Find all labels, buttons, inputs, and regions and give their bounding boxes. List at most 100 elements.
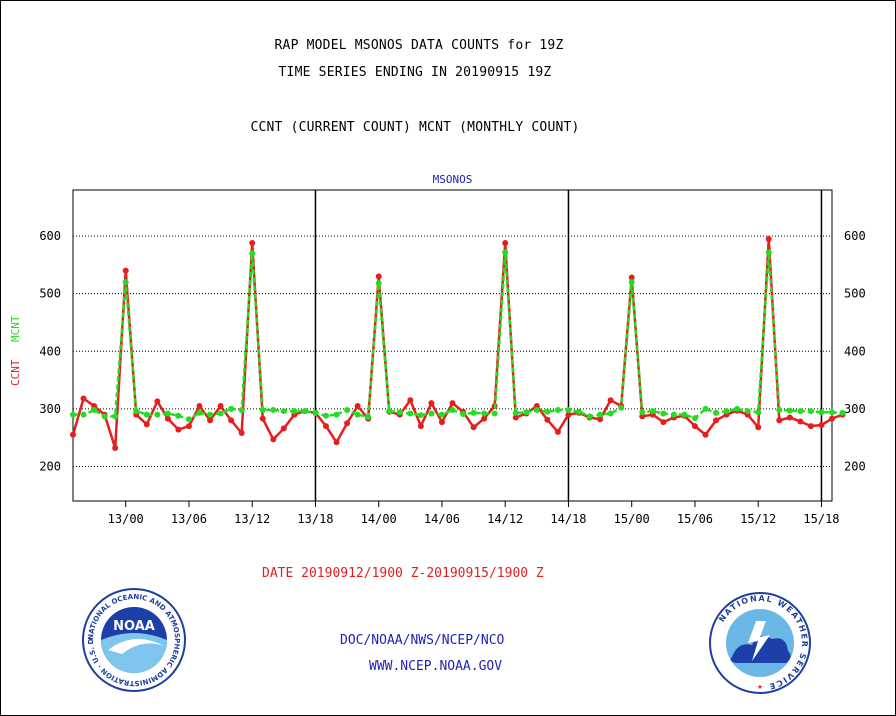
data-point-ccnt-69 bbox=[797, 418, 804, 425]
data-point-mcnt-41 bbox=[502, 249, 509, 256]
data-point-ccnt-5 bbox=[122, 267, 129, 274]
data-point-ccnt-66 bbox=[765, 235, 772, 242]
plot-area bbox=[72, 189, 833, 502]
data-point-mcnt-50 bbox=[597, 411, 604, 418]
data-point-mcnt-65 bbox=[755, 409, 762, 416]
data-point-mcnt-21 bbox=[291, 408, 298, 415]
data-point-mcnt-24 bbox=[323, 412, 329, 419]
data-point-mcnt-36 bbox=[449, 407, 456, 414]
noaa-logo-text: NOAA bbox=[113, 619, 155, 634]
data-point-mcnt-3 bbox=[101, 413, 108, 420]
data-point-mcnt-2 bbox=[91, 407, 98, 414]
y-tick-right-400: 400 bbox=[844, 344, 866, 358]
data-point-mcnt-18 bbox=[259, 407, 266, 414]
x-tick-label-8: 15/00 bbox=[614, 512, 650, 526]
data-point-ccnt-20 bbox=[280, 425, 287, 432]
data-point-mcnt-33 bbox=[417, 412, 424, 419]
data-point-ccnt-14 bbox=[217, 402, 224, 409]
footer-org: DOC/NOAA/NWS/NCEP/NCO bbox=[340, 633, 505, 648]
data-point-mcnt-51 bbox=[607, 410, 614, 417]
data-point-mcnt-17 bbox=[249, 250, 256, 257]
y-tick-right-200: 200 bbox=[844, 459, 866, 473]
data-point-ccnt-0 bbox=[70, 431, 76, 438]
data-point-mcnt-62 bbox=[723, 408, 730, 415]
data-point-ccnt-35 bbox=[438, 419, 445, 426]
data-point-mcnt-14 bbox=[217, 410, 224, 417]
y-tick-right-300: 300 bbox=[844, 402, 866, 416]
y-axis-label-ccnt: CCNT bbox=[9, 359, 22, 386]
y-tick-left-500: 500 bbox=[39, 287, 61, 301]
data-point-ccnt-33 bbox=[417, 423, 424, 430]
data-point-mcnt-16 bbox=[238, 407, 245, 414]
data-point-mcnt-37 bbox=[460, 411, 467, 418]
footer-url[interactable]: WWW.NCEP.NOAA.GOV bbox=[369, 659, 503, 674]
data-point-ccnt-56 bbox=[660, 419, 667, 426]
data-point-ccnt-71 bbox=[818, 421, 825, 428]
data-point-ccnt-41 bbox=[502, 239, 509, 246]
data-point-ccnt-51 bbox=[607, 397, 614, 404]
y-tick-left-300: 300 bbox=[39, 402, 61, 416]
date-range-label: DATE 20190912/1900 Z-20190915/1900 Z bbox=[262, 566, 544, 581]
x-tick-label-9: 15/06 bbox=[677, 512, 713, 526]
x-tick-label-0: 13/00 bbox=[108, 512, 144, 526]
data-point-mcnt-47 bbox=[565, 407, 572, 414]
y-tick-left-600: 600 bbox=[39, 229, 61, 243]
data-point-mcnt-58 bbox=[681, 411, 688, 418]
x-tick-label-10: 15/12 bbox=[740, 512, 776, 526]
data-point-mcnt-59 bbox=[691, 415, 698, 422]
data-point-mcnt-44 bbox=[533, 407, 540, 414]
data-point-mcnt-70 bbox=[807, 408, 814, 415]
data-point-ccnt-7 bbox=[143, 421, 150, 428]
data-point-mcnt-25 bbox=[333, 411, 340, 418]
data-point-mcnt-11 bbox=[185, 416, 192, 423]
data-point-mcnt-29 bbox=[375, 280, 382, 287]
data-point-mcnt-72 bbox=[829, 409, 835, 416]
data-point-ccnt-17 bbox=[249, 239, 256, 246]
x-tick-label-7: 14/18 bbox=[550, 512, 586, 526]
data-point-mcnt-67 bbox=[776, 407, 783, 414]
data-point-mcnt-45 bbox=[544, 408, 551, 415]
data-point-mcnt-63 bbox=[734, 405, 741, 412]
data-point-ccnt-10 bbox=[175, 426, 182, 433]
data-point-mcnt-20 bbox=[280, 408, 287, 415]
data-point-ccnt-1 bbox=[80, 395, 87, 402]
data-point-mcnt-56 bbox=[660, 410, 667, 417]
data-point-ccnt-12 bbox=[196, 402, 203, 409]
data-point-mcnt-6 bbox=[133, 408, 140, 415]
data-point-ccnt-72 bbox=[829, 415, 835, 422]
data-point-mcnt-64 bbox=[744, 408, 751, 415]
data-point-ccnt-47 bbox=[565, 411, 572, 418]
data-point-mcnt-26 bbox=[344, 407, 351, 414]
y-axis-label-mcnt: MCNT bbox=[9, 315, 22, 342]
data-point-mcnt-8 bbox=[154, 411, 161, 418]
data-point-mcnt-60 bbox=[702, 405, 709, 412]
data-point-ccnt-13 bbox=[207, 417, 214, 424]
data-point-ccnt-29 bbox=[375, 273, 382, 280]
data-point-ccnt-9 bbox=[164, 415, 171, 422]
chart-title-line1: RAP MODEL MSONOS DATA COUNTS for 19Z bbox=[274, 38, 564, 53]
data-point-mcnt-66 bbox=[765, 249, 772, 256]
data-point-ccnt-60 bbox=[702, 431, 709, 438]
data-point-mcnt-5 bbox=[122, 279, 129, 286]
data-point-mcnt-69 bbox=[797, 408, 804, 415]
x-tick-label-6: 14/12 bbox=[487, 512, 523, 526]
data-point-mcnt-9 bbox=[164, 410, 171, 417]
data-point-mcnt-15 bbox=[228, 405, 235, 412]
data-point-ccnt-38 bbox=[470, 424, 477, 431]
data-point-mcnt-54 bbox=[639, 409, 646, 416]
data-point-ccnt-18 bbox=[259, 415, 266, 422]
data-point-mcnt-38 bbox=[470, 409, 477, 416]
data-point-mcnt-42 bbox=[512, 409, 519, 416]
data-point-mcnt-12 bbox=[196, 409, 203, 416]
data-point-ccnt-34 bbox=[428, 400, 435, 407]
chart-subtitle: MSONOS bbox=[433, 173, 473, 186]
data-point-ccnt-26 bbox=[344, 420, 351, 427]
y-tick-left-400: 400 bbox=[39, 344, 61, 358]
data-point-mcnt-23 bbox=[312, 409, 319, 416]
chart-title-line3: CCNT (CURRENT COUNT) MCNT (MONTHLY COUNT… bbox=[250, 120, 580, 135]
data-point-mcnt-68 bbox=[786, 407, 793, 414]
data-point-mcnt-19 bbox=[270, 407, 277, 414]
data-point-mcnt-71 bbox=[818, 409, 825, 416]
x-tick-label-1: 13/06 bbox=[171, 512, 207, 526]
data-point-mcnt-46 bbox=[554, 407, 561, 414]
